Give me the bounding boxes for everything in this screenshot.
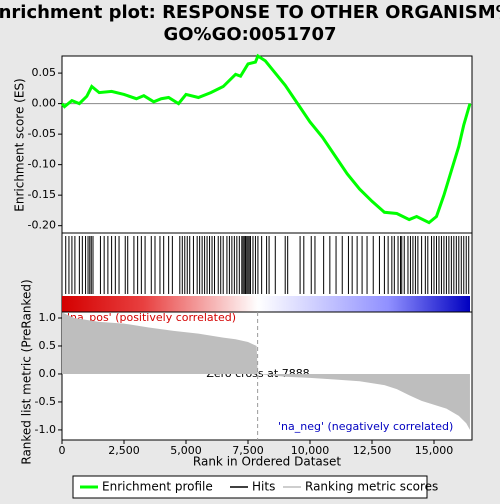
annotation: 'na_pos' (positively correlated): [67, 311, 236, 324]
y-tick-label: 0.05: [32, 66, 57, 79]
y-axis-label: Ranked list metric (PreRanked): [20, 279, 34, 464]
y-tick-label: -0.20: [28, 219, 56, 232]
y-tick-label: -0.05: [28, 127, 56, 140]
y-tick-label: 1.0: [39, 311, 57, 324]
annotation: 'na_neg' (negatively correlated): [278, 420, 453, 433]
legend-label: Enrichment profile: [102, 480, 213, 494]
legend: [72, 475, 428, 499]
y-axis-label: Enrichment score (ES): [13, 78, 27, 211]
y-tick-label: 0.00: [32, 97, 57, 110]
legend-label: Ranking metric scores: [305, 480, 438, 494]
chart-title: GO%GO:0051707: [163, 24, 336, 45]
color-bar: [62, 296, 470, 312]
x-tick-label: 15,000: [415, 444, 454, 457]
x-tick-label: 0: [59, 444, 66, 457]
y-tick-label: 0.5: [39, 339, 57, 352]
x-axis-label: Rank in Ordered Dataset: [193, 455, 341, 469]
x-tick-label: 7,500: [232, 444, 264, 457]
legend-label: Hits: [252, 480, 275, 494]
y-tick-label: -1.0: [35, 423, 56, 436]
enrichment-line: [60, 53, 472, 225]
chart-title: Enrichment plot: RESPONSE TO OTHER ORGAN…: [0, 2, 500, 23]
x-tick-label: 2,500: [108, 444, 140, 457]
ranking-area: [62, 312, 470, 430]
y-tick-label: -0.15: [28, 188, 56, 201]
y-tick-label: 0.0: [39, 367, 57, 380]
y-tick-label: -0.10: [28, 158, 56, 171]
y-tick-label: -0.5: [35, 395, 56, 408]
x-tick-label: 12,500: [353, 444, 392, 457]
x-tick-label: 5,000: [170, 444, 202, 457]
x-tick-label: 10,000: [291, 444, 330, 457]
